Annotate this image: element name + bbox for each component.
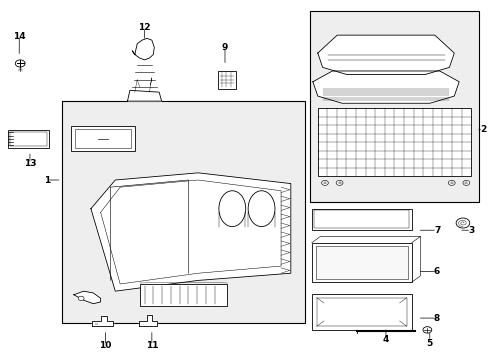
Text: 9: 9: [222, 43, 228, 52]
Bar: [217, 71, 236, 89]
Bar: [61, 101, 305, 323]
Bar: [311, 294, 411, 330]
Circle shape: [78, 296, 84, 301]
Circle shape: [462, 180, 469, 185]
Bar: [311, 243, 411, 282]
Text: 2: 2: [479, 125, 486, 134]
Text: 10: 10: [99, 341, 111, 350]
Circle shape: [422, 327, 431, 333]
Bar: [316, 298, 406, 326]
Circle shape: [455, 218, 469, 228]
Polygon shape: [91, 173, 290, 291]
Text: 12: 12: [138, 23, 150, 32]
Polygon shape: [317, 35, 453, 75]
Text: 8: 8: [433, 314, 439, 323]
Text: 6: 6: [433, 267, 439, 276]
Polygon shape: [92, 316, 113, 326]
Polygon shape: [312, 71, 458, 103]
Text: 14: 14: [13, 32, 25, 41]
Polygon shape: [139, 315, 157, 326]
Text: 1: 1: [44, 176, 50, 185]
Bar: [8, 130, 49, 148]
Ellipse shape: [247, 191, 274, 226]
Bar: [75, 129, 131, 148]
Polygon shape: [132, 39, 154, 60]
Bar: [311, 209, 411, 230]
Circle shape: [15, 60, 25, 67]
Text: 11: 11: [145, 341, 158, 350]
Ellipse shape: [219, 191, 245, 226]
Text: 4: 4: [382, 335, 388, 344]
Bar: [315, 246, 407, 279]
Circle shape: [335, 180, 342, 185]
Bar: [317, 108, 470, 176]
Circle shape: [447, 180, 454, 185]
Text: 3: 3: [467, 226, 473, 235]
Bar: [10, 132, 47, 146]
Polygon shape: [74, 291, 101, 304]
Circle shape: [321, 180, 328, 185]
Bar: [314, 211, 408, 228]
Polygon shape: [127, 90, 161, 101]
Bar: [71, 126, 135, 151]
Text: 5: 5: [426, 339, 432, 348]
Text: 13: 13: [23, 159, 36, 168]
Text: 7: 7: [433, 226, 439, 235]
Bar: [310, 12, 478, 202]
Bar: [140, 284, 227, 306]
